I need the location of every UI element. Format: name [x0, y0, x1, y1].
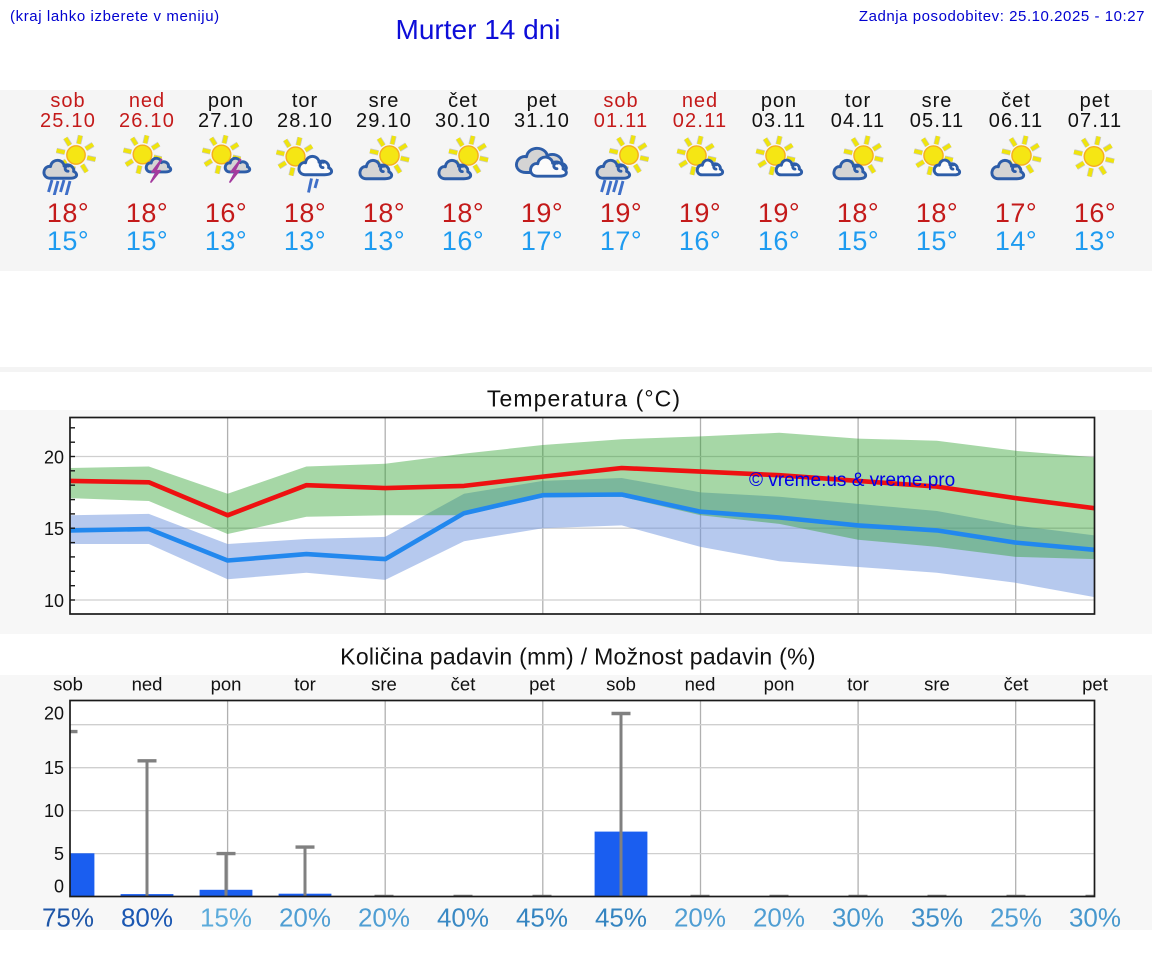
- svg-text:20%: 20%: [279, 903, 331, 933]
- svg-text:pon: pon: [211, 674, 242, 695]
- svg-text:40%: 40%: [437, 903, 489, 933]
- svg-text:35%: 35%: [911, 903, 963, 933]
- svg-text:čet: čet: [1004, 674, 1029, 695]
- svg-text:sre: sre: [371, 674, 397, 695]
- svg-text:20: 20: [44, 704, 64, 724]
- svg-text:ned: ned: [132, 674, 163, 695]
- svg-text:ned: ned: [685, 674, 716, 695]
- svg-text:15: 15: [44, 758, 64, 778]
- svg-text:30%: 30%: [1069, 903, 1121, 933]
- svg-text:sre: sre: [924, 674, 950, 695]
- svg-text:10: 10: [44, 591, 64, 611]
- svg-text:tor: tor: [847, 674, 869, 695]
- svg-text:45%: 45%: [516, 903, 568, 933]
- svg-text:10: 10: [44, 801, 64, 821]
- svg-text:0: 0: [54, 877, 64, 897]
- svg-text:5: 5: [54, 844, 64, 864]
- svg-text:pon: pon: [764, 674, 795, 695]
- svg-text:sob: sob: [606, 674, 636, 695]
- svg-text:45%: 45%: [595, 903, 647, 933]
- svg-text:25%: 25%: [990, 903, 1042, 933]
- svg-text:pet: pet: [529, 674, 555, 695]
- svg-text:Temperatura (°C): Temperatura (°C): [487, 386, 681, 412]
- svg-text:Količina padavin (mm) / Možnos: Količina padavin (mm) / Možnost padavin …: [340, 644, 816, 670]
- svg-text:20%: 20%: [358, 903, 410, 933]
- svg-text:80%: 80%: [121, 903, 173, 933]
- svg-text:čet: čet: [451, 674, 476, 695]
- svg-text:15: 15: [44, 519, 64, 539]
- svg-text:20%: 20%: [753, 903, 805, 933]
- svg-text:sob: sob: [53, 674, 83, 695]
- svg-text:pet: pet: [1082, 674, 1108, 695]
- svg-text:15%: 15%: [200, 903, 252, 933]
- svg-text:75%: 75%: [42, 903, 94, 933]
- svg-text:30%: 30%: [832, 903, 884, 933]
- svg-text:tor: tor: [294, 674, 316, 695]
- svg-text:© vreme.us & vreme.pro: © vreme.us & vreme.pro: [749, 470, 955, 491]
- svg-text:20: 20: [44, 448, 64, 468]
- svg-text:20%: 20%: [674, 903, 726, 933]
